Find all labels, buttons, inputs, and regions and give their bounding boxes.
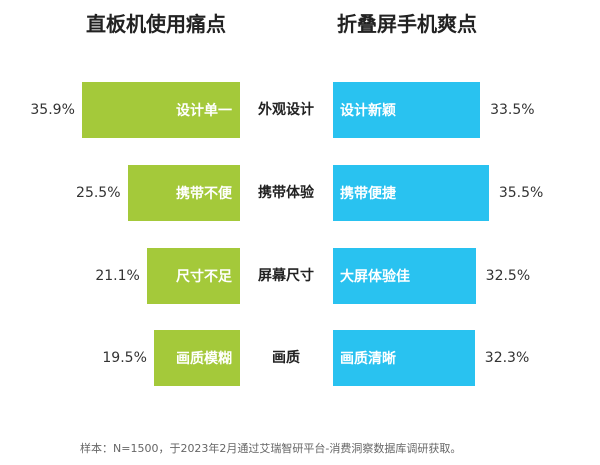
left-value-label: 19.5% — [102, 350, 147, 366]
left-chart-title: 直板机使用痛点 — [86, 12, 226, 36]
left-bar-label: 设计单一 — [175, 103, 232, 119]
category-label: 携带体验 — [258, 185, 314, 201]
right-bar: 设计新颖 — [333, 82, 481, 138]
right-bar-label: 携带便捷 — [340, 186, 396, 202]
left-value-label: 25.5% — [76, 185, 121, 201]
right-bar-label: 画质清晰 — [340, 351, 396, 367]
right-bar-label: 大屏体验佳 — [340, 269, 410, 285]
left-bar-label: 携带不便 — [175, 186, 232, 202]
left-bar: 尺寸不足 — [147, 248, 240, 304]
left-bar-label: 尺寸不足 — [175, 269, 232, 285]
sample-footnote: 样本：N=1500，于2023年2月通过艾瑞智研平台-消费洞察数据库调研获取。 — [80, 442, 462, 455]
right-bar: 画质清晰 — [333, 330, 475, 386]
left-bar: 设计单一 — [82, 82, 240, 138]
category-label: 外观设计 — [258, 102, 314, 118]
left-value-label: 21.1% — [95, 268, 140, 284]
right-chart-title: 折叠屏手机爽点 — [337, 12, 477, 36]
right-bar: 大屏体验佳 — [333, 248, 476, 304]
category-label: 画质 — [272, 350, 300, 366]
right-bar-label: 设计新颖 — [340, 103, 396, 119]
right-bar: 携带便捷 — [333, 165, 489, 221]
left-bar-label: 画质模糊 — [175, 351, 232, 367]
left-bar: 画质模糊 — [154, 330, 240, 386]
right-value-label: 32.3% — [484, 350, 530, 366]
right-value-label: 32.5% — [485, 268, 531, 284]
right-value-label: 33.5% — [490, 102, 535, 118]
left-bar: 携带不便 — [128, 165, 240, 221]
left-value-label: 35.9% — [30, 102, 75, 118]
category-label: 屏幕尺寸 — [258, 268, 314, 284]
right-value-label: 35.5% — [498, 185, 544, 201]
